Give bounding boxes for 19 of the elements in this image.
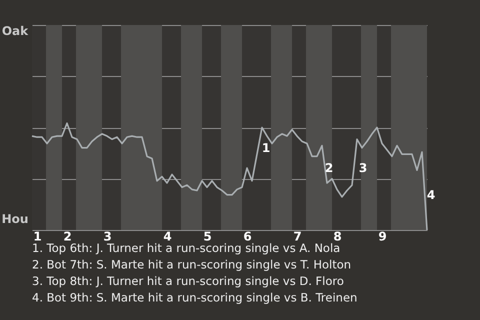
text: 3. Top 8th: J. Turner hit a run-scoring single vs D. Floro: [32, 274, 344, 288]
x-tick-label: 8: [333, 230, 342, 244]
text: Oak: [2, 24, 30, 38]
x-tick-label: 4: [163, 230, 172, 244]
x-tick-label: 5: [203, 230, 212, 244]
x-tick-label: 3: [103, 230, 112, 244]
annotation: 2: [324, 161, 334, 175]
text: 1. Top 6th: J. Turner hit a run-scoring single vs A. Nola: [32, 241, 340, 255]
x-tick-label: 7: [293, 230, 302, 244]
text: 2. Bot 7th: S. Marte hit a run-scoring single vs T. Holton: [32, 258, 352, 272]
annotation: 1: [262, 141, 270, 155]
text: 4. Bot 9th: S. Marte hit a run-scoring single vs B. Treinen: [32, 290, 358, 304]
annotation: 3: [358, 161, 368, 175]
annotation: 4: [426, 188, 436, 202]
x-tick-label: 1: [33, 230, 42, 244]
x-tick-label: 2: [63, 230, 72, 244]
text: Hou: [2, 212, 28, 226]
x-tick-label: 6: [243, 230, 252, 244]
x-tick-label: 9: [378, 230, 387, 244]
